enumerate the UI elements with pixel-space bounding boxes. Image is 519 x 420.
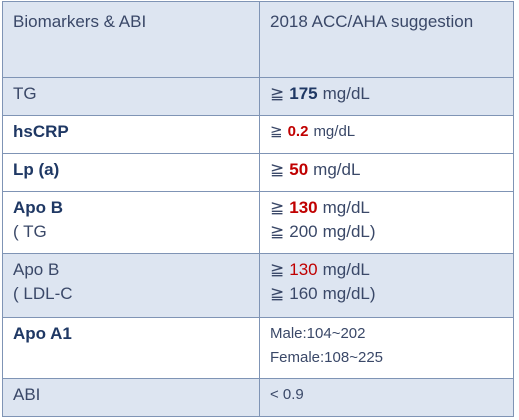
text-segment: 175 (289, 84, 318, 103)
text-segment: ≧ (270, 123, 283, 140)
text-segment: 0.2 (287, 123, 309, 140)
text-segment: Apo A1 (13, 324, 72, 343)
cell-line: ≧ 160 mg/dL) (270, 282, 503, 306)
text-segment: mg/dL) (322, 284, 376, 303)
cell-line: ≧ 200 mg/dL) (270, 220, 503, 244)
suggestion-cell: ≧ 130 mg/dL ≧ 160 mg/dL) (259, 253, 514, 318)
text-segment: 200 (289, 222, 318, 241)
cell-line: hsCRP (13, 120, 249, 144)
text-segment: ≧ (270, 260, 285, 279)
table-row: ABI < 0.9 (2, 378, 514, 417)
suggestion-cell: < 0.9 (259, 378, 514, 417)
marker-cell: Apo A1 (2, 317, 260, 379)
text-segment: ≧ (270, 84, 285, 103)
text-segment: 160 (289, 284, 318, 303)
table-row: Apo B( TG ≧ 130 mg/dL ≧ 200 mg/dL) (2, 191, 514, 254)
cell-line: ( TG (13, 220, 249, 244)
cell-line: Apo B (13, 196, 249, 220)
header-row: Biomarkers & ABI 2018 ACC/AHA suggestion (2, 1, 514, 78)
text-segment: 50 (289, 160, 309, 179)
cell-line: Apo B (13, 258, 249, 282)
header-cell: Biomarkers & ABI (2, 1, 260, 78)
text-segment: mg/dL) (322, 222, 376, 241)
text-segment: ≧ (270, 160, 285, 179)
text-segment: Male:104~202 (270, 325, 366, 342)
cell-line: ≧ 0.2 mg/dL (270, 120, 503, 144)
text-segment: mg/dL (313, 160, 361, 179)
biomarker-table: Biomarkers & ABI 2018 ACC/AHA suggestion… (2, 1, 514, 417)
marker-cell: TG (2, 77, 260, 116)
cell-line: Female:108~225 (270, 346, 503, 370)
text-segment: Lp (a) (13, 160, 60, 179)
table-row: TG ≧ 175 mg/dL (2, 77, 514, 116)
suggestion-cell: ≧ 175 mg/dL (259, 77, 514, 116)
text-segment: TG (13, 84, 37, 103)
cell-line: TG (13, 82, 249, 106)
table-row: Apo B( LDL-C ≧ 130 mg/dL ≧ 160 mg/dL) (2, 253, 514, 318)
cell-line: Lp (a) (13, 158, 249, 182)
suggestion-cell: ≧ 130 mg/dL ≧ 200 mg/dL) (259, 191, 514, 254)
cell-line: ≧ 175 mg/dL (270, 82, 503, 106)
cell-line: ≧ 50 mg/dL (270, 158, 503, 182)
text-segment: mg/dL (322, 84, 370, 103)
text-segment: ( LDL-C (13, 284, 73, 303)
marker-cell: hsCRP (2, 115, 260, 154)
cell-line: Apo A1 (13, 322, 249, 346)
text-segment: < 0.9 (270, 386, 304, 403)
suggestion-cell: Male:104~202 Female:108~225 (259, 317, 514, 379)
text-segment: Apo B (13, 260, 60, 279)
table-row: Lp (a) ≧ 50 mg/dL (2, 153, 514, 192)
text-segment: mg/dL (322, 260, 370, 279)
header-cell: 2018 ACC/AHA suggestion (259, 1, 514, 78)
cell-line: ≧ 130 mg/dL (270, 196, 503, 220)
marker-cell: Apo B ( LDL-C (2, 253, 260, 318)
cell-line: < 0.9 (270, 383, 503, 407)
suggestion-cell: ≧ 0.2 mg/dL (259, 115, 514, 154)
text-segment: mg/dL (313, 123, 356, 140)
marker-cell: Lp (a) (2, 153, 260, 192)
cell-line: ABI (13, 383, 249, 407)
marker-cell: Apo B ( TG (2, 191, 260, 254)
cell-line: ( LDL-C (13, 282, 249, 306)
table-row: hsCRP ≧ 0.2 mg/dL (2, 115, 514, 154)
text-segment: Female:108~225 (270, 349, 383, 366)
marker-cell: ABI (2, 378, 260, 417)
text-segment: ≧ (270, 198, 285, 217)
cell-line: ≧ 130 mg/dL (270, 258, 503, 282)
text-segment: hsCRP (13, 122, 69, 141)
table-row: Apo A1 Male:104~202 Female:108~225 (2, 317, 514, 379)
text-segment: ( TG (13, 222, 47, 241)
text-segment: ≧ (270, 222, 285, 241)
text-segment: 130 (289, 260, 318, 279)
text-segment: mg/dL (322, 198, 370, 217)
text-segment: 130 (289, 198, 318, 217)
text-segment: Apo B (13, 198, 64, 217)
suggestion-cell: ≧ 50 mg/dL (259, 153, 514, 192)
text-segment: ABI (13, 385, 41, 404)
text-segment: ≧ (270, 284, 285, 303)
cell-line: Male:104~202 (270, 322, 503, 346)
